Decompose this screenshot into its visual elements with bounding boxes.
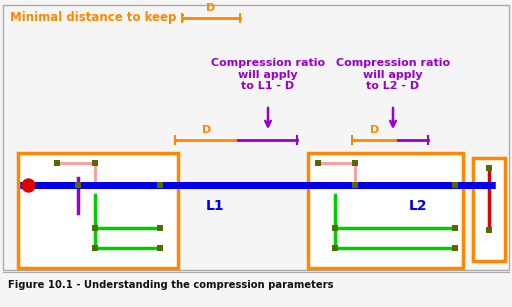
Text: Compression ratio
will apply
to L2 - D: Compression ratio will apply to L2 - D: [336, 58, 450, 91]
Bar: [473, 158, 505, 261]
Text: L2: L2: [409, 199, 428, 213]
Text: L1: L1: [206, 199, 224, 213]
Bar: [3, 5, 509, 270]
Bar: [18, 153, 178, 268]
Text: D: D: [202, 125, 211, 135]
Bar: [308, 153, 463, 268]
Text: D: D: [206, 3, 216, 13]
Text: Minimal distance to keep :: Minimal distance to keep :: [10, 11, 185, 25]
Text: Figure 10.1 - Understanding the compression parameters: Figure 10.1 - Understanding the compress…: [8, 280, 333, 290]
Text: Compression ratio
will apply
to L1 - D: Compression ratio will apply to L1 - D: [211, 58, 325, 91]
Text: D: D: [370, 125, 379, 135]
